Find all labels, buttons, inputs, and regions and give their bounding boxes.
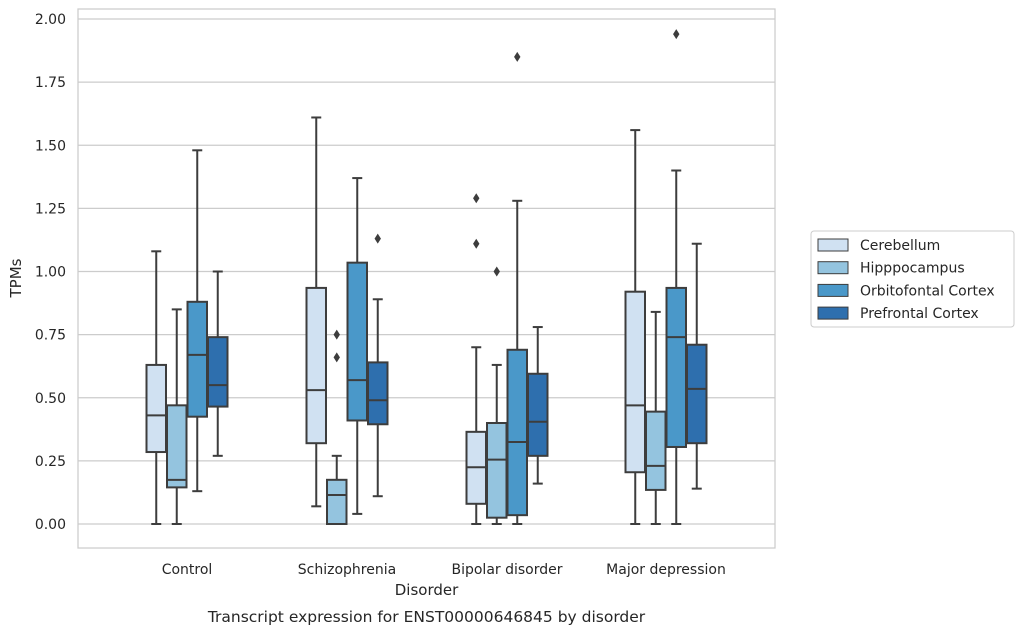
category-group — [305, 116, 389, 525]
legend-label: Orbitofontal Cortex — [860, 283, 995, 299]
y-tick-label: 1.25 — [35, 201, 66, 217]
outlier-point — [333, 352, 340, 363]
box — [486, 422, 508, 519]
box — [645, 410, 667, 491]
box — [346, 261, 368, 422]
outlier-point — [333, 329, 340, 340]
x-tick-labels: Control Schizophrenia Bipolar disorder Majo… — [162, 562, 726, 578]
legend-swatch — [817, 283, 849, 297]
legend-swatch — [817, 306, 849, 320]
box — [207, 336, 229, 408]
outlier-point — [493, 266, 500, 277]
y-tick-label: 0.75 — [35, 328, 66, 344]
y-axis-title: TPMs — [7, 258, 25, 298]
y-tick-label: 1.50 — [35, 138, 66, 154]
legend-label: Hipppocampus — [860, 261, 965, 277]
box-plot — [645, 310, 667, 525]
legend-items: Cerebellum Hipppocampus Orbitofontal Corte… — [817, 238, 995, 322]
x-tick-label: Major depression — [606, 562, 726, 578]
box-plot — [186, 149, 208, 493]
y-tick-label: 1.00 — [35, 265, 66, 281]
box-plot — [506, 51, 528, 525]
y-tick-labels: 0.00 0.25 0.50 0.75 1.00 1.25 1.50 1.75 2.00 — [35, 12, 66, 533]
outlier-point — [473, 193, 480, 204]
x-axis-title: Disorder — [395, 581, 459, 599]
box-plot — [145, 250, 167, 525]
box-plot — [367, 233, 389, 498]
legend-swatch — [817, 261, 849, 275]
box-plot — [346, 177, 368, 515]
box-plot — [305, 116, 327, 508]
legend-label: Cerebellum — [860, 238, 940, 254]
y-tick-label: 0.00 — [35, 517, 66, 533]
box-plot — [207, 270, 229, 457]
outlier-point — [473, 238, 480, 249]
box — [367, 361, 389, 426]
box — [186, 300, 208, 418]
box — [145, 363, 167, 454]
box — [686, 343, 708, 445]
box — [527, 372, 549, 457]
plot-area-frame — [77, 8, 776, 549]
box — [506, 348, 528, 517]
box — [305, 286, 327, 445]
category-group — [465, 51, 549, 525]
category-group — [624, 29, 708, 525]
x-tick-label: Bipolar disorder — [451, 562, 562, 578]
box — [326, 478, 348, 525]
box — [665, 286, 687, 448]
box-plot — [624, 129, 646, 525]
y-tick-label: 0.50 — [35, 391, 66, 407]
legend-frame — [810, 230, 1015, 328]
box — [624, 290, 646, 474]
legend-swatch — [817, 238, 849, 252]
box — [166, 404, 188, 489]
box-plot — [465, 193, 487, 525]
category-group — [145, 149, 229, 525]
box-groups — [145, 29, 708, 525]
y-tick-label: 0.25 — [35, 454, 66, 470]
box-plot — [527, 326, 549, 485]
outlier-point — [673, 29, 680, 40]
box-plot — [166, 308, 188, 525]
box-plot — [326, 329, 348, 525]
box-plot — [486, 266, 508, 525]
x-tick-label: Schizophrenia — [298, 562, 396, 578]
y-tick-label: 2.00 — [35, 12, 66, 28]
legend: Cerebellum Hipppocampus Orbitofontal Corte… — [810, 230, 1015, 328]
legend-label: Prefrontal Cortex — [860, 306, 979, 322]
outlier-point — [374, 233, 381, 244]
box-plot — [686, 242, 708, 490]
outlier-point — [514, 51, 521, 62]
x-tick-label: Control — [162, 562, 213, 578]
box-plot — [665, 29, 687, 525]
y-tick-label: 1.75 — [35, 75, 66, 91]
chart-caption: Transcript expression for ENST0000064684… — [207, 608, 646, 626]
